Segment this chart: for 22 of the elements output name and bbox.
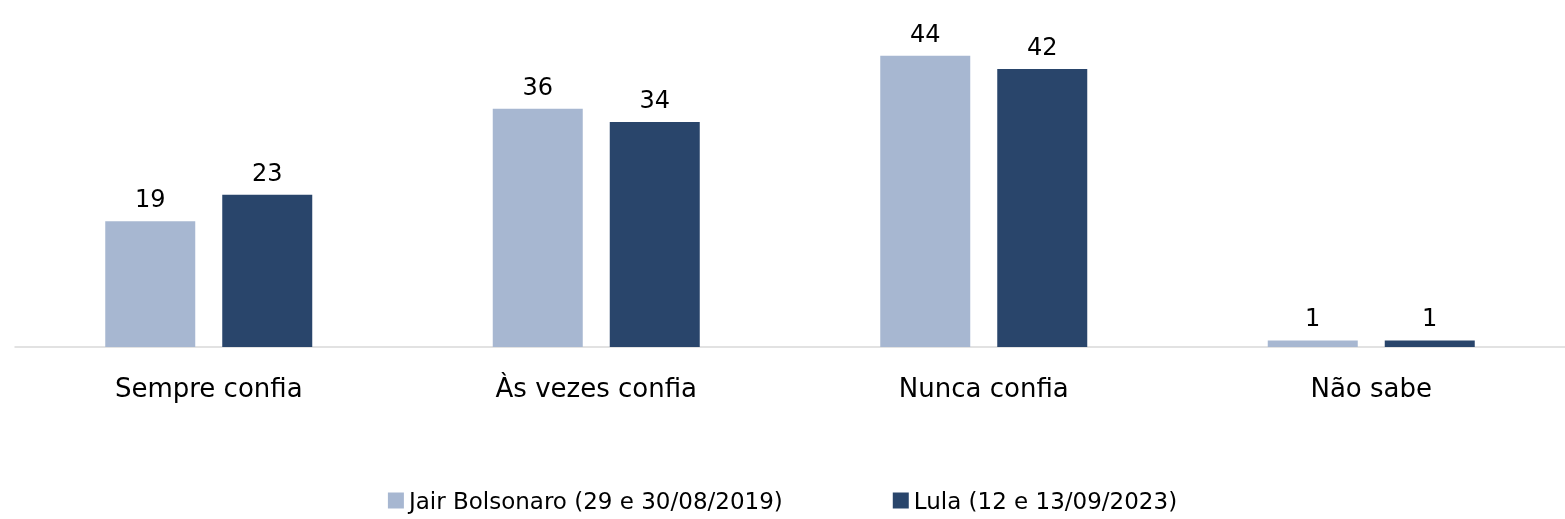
bar	[609, 121, 700, 347]
bar	[880, 55, 971, 347]
bar	[1384, 340, 1475, 347]
data-label: 1	[1422, 304, 1438, 333]
bar	[492, 108, 583, 347]
x-tick-label: Nunca confia	[898, 373, 1069, 403]
bar	[222, 194, 313, 347]
x-tick-label: Sempre confia	[114, 373, 303, 403]
data-label: 36	[522, 72, 554, 101]
data-label: 42	[1026, 32, 1058, 61]
data-label: 19	[134, 185, 166, 214]
x-tick-label: Às vezes confia	[495, 372, 697, 403]
legend-label: Jair Bolsonaro (29 e 30/08/2019)	[406, 487, 783, 514]
bar	[997, 68, 1088, 347]
bar	[105, 221, 196, 347]
data-label: 1	[1305, 304, 1321, 333]
data-label: 44	[909, 19, 941, 48]
x-tick-label: Não sabe	[1310, 373, 1433, 403]
bar	[1267, 340, 1358, 347]
data-label: 23	[251, 158, 283, 187]
data-label: 34	[639, 85, 671, 114]
legend-label: Lula (12 e 13/09/2023)	[913, 487, 1178, 514]
